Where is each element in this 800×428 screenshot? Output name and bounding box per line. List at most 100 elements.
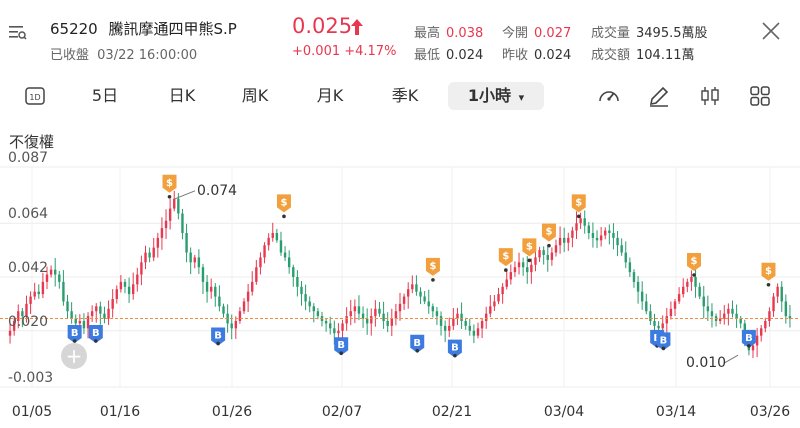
candle-body xyxy=(95,306,98,312)
candle-body xyxy=(521,262,525,268)
candle-body xyxy=(431,306,435,312)
buy-signal-badge: B xyxy=(334,337,349,356)
candle-body xyxy=(665,316,669,324)
close-icon[interactable] xyxy=(760,20,782,42)
candle-body xyxy=(123,281,127,287)
candle-body xyxy=(419,291,422,297)
candle-body xyxy=(45,274,49,282)
buy-signal-badge: B xyxy=(741,329,756,348)
candle-body xyxy=(657,325,660,329)
candle-body xyxy=(751,345,755,351)
signal-dot xyxy=(747,344,751,348)
candle-body xyxy=(378,308,381,314)
signal-dot xyxy=(692,273,696,277)
signal-dot xyxy=(431,278,435,282)
candle-body xyxy=(156,237,160,248)
candle-body xyxy=(616,237,619,246)
tab-1hour-label: 1小時 xyxy=(467,86,512,105)
candle-body xyxy=(148,252,151,258)
signal-badge-shape xyxy=(541,223,556,242)
candlestick-icon[interactable] xyxy=(698,84,722,108)
calendar-1d-icon: 1D xyxy=(25,87,45,105)
candle-body xyxy=(632,272,636,282)
sell-signal-badge: $ xyxy=(425,257,440,282)
grid-icon[interactable] xyxy=(748,84,772,108)
sell-signal-badge: $ xyxy=(276,194,291,219)
stock-name: 騰訊摩通四甲熊S.P xyxy=(108,20,237,38)
candle-body xyxy=(21,311,24,317)
candle-body xyxy=(246,291,250,302)
y-tick-label: 0.064 xyxy=(8,206,48,222)
tab-1d[interactable]: 1D xyxy=(18,82,52,110)
stat-prev-value: 0.024 xyxy=(534,48,572,63)
candle-body xyxy=(292,267,295,277)
candle-body xyxy=(480,321,484,329)
candle-body xyxy=(136,274,139,285)
candle-body xyxy=(119,281,123,290)
candle-body xyxy=(361,313,365,319)
tab-daily-k[interactable]: 日K xyxy=(168,86,196,105)
candle-body xyxy=(115,289,118,299)
candle-body xyxy=(86,316,90,329)
candle-body xyxy=(218,296,221,307)
candle-body xyxy=(591,233,595,238)
candle-body xyxy=(152,247,155,258)
tab-quarterly-k[interactable]: 季K xyxy=(391,86,419,105)
buy-signal-badge: B xyxy=(447,339,462,358)
x-tick-label: 03/26 xyxy=(750,404,790,420)
x-tick-label: 02/21 xyxy=(432,404,472,420)
signal-badge-shape xyxy=(741,329,756,348)
candle-body xyxy=(608,230,611,233)
signal-badge-letter: $ xyxy=(526,241,533,252)
candle-body xyxy=(760,328,763,336)
signal-badge-letter: B xyxy=(92,328,100,339)
extreme-annotations: 0.074 0.010 xyxy=(174,183,739,371)
candle-body xyxy=(505,279,508,287)
calendar-1d-label: 1D xyxy=(29,93,40,102)
candle-body xyxy=(710,311,714,317)
tab-1hour[interactable]: 1小時 ▾ xyxy=(448,82,544,110)
candle-body xyxy=(636,281,640,292)
speedometer-icon[interactable] xyxy=(597,84,621,108)
market-status: 已收盤 03/22 16:00:00 xyxy=(50,44,197,63)
stat-volume: 成交量 3495.5萬股 xyxy=(591,22,708,41)
candle-body xyxy=(66,301,69,312)
pen-icon[interactable] xyxy=(647,84,671,108)
add-indicator-button[interactable]: + xyxy=(61,343,87,369)
stat-high-label: 最高 xyxy=(414,26,441,41)
y-tick-label: -0.003 xyxy=(8,370,53,386)
candle-body xyxy=(788,316,792,319)
tab-5day[interactable]: 5日 xyxy=(91,86,119,105)
candle-body xyxy=(604,230,607,236)
candle-body xyxy=(599,235,603,241)
candle-body xyxy=(476,328,480,336)
candle-body xyxy=(411,284,414,290)
signal-badge-letter: B xyxy=(745,333,753,344)
signal-dot xyxy=(576,214,581,219)
candle-body xyxy=(398,303,402,312)
candle-body xyxy=(324,321,328,324)
candle-body xyxy=(698,286,701,297)
signal-badge-shape xyxy=(522,238,537,257)
signal-dot xyxy=(547,243,551,248)
signal-dot xyxy=(282,214,286,219)
signal-dot xyxy=(527,258,532,263)
candle-body xyxy=(54,269,57,275)
signal-badge-shape xyxy=(571,194,586,213)
candle-body xyxy=(287,257,291,268)
candle-body xyxy=(595,237,599,241)
candle-body xyxy=(694,277,697,287)
price-change: +0.001 +4.17% xyxy=(292,44,397,59)
candle-body xyxy=(160,228,164,238)
menu-list-icon[interactable] xyxy=(7,22,27,42)
candle-body xyxy=(772,296,775,312)
chevron-down-icon: ▾ xyxy=(518,91,525,104)
signal-dot xyxy=(94,339,98,343)
arrow-up-icon xyxy=(351,19,363,35)
adjust-mode[interactable]: 不復權 xyxy=(9,133,55,151)
candle-body xyxy=(493,301,496,307)
candle-body xyxy=(735,313,738,319)
tab-weekly-k[interactable]: 周K xyxy=(241,86,269,105)
tab-monthly-k[interactable]: 月K xyxy=(316,86,344,105)
